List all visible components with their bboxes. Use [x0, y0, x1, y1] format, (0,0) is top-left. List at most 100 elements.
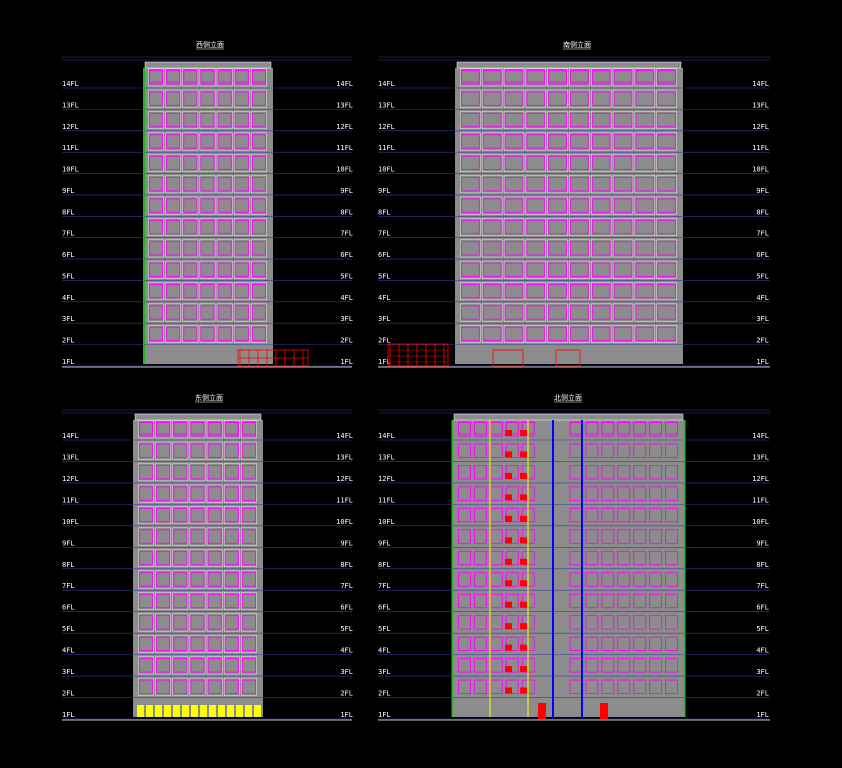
- window-frame: [547, 89, 568, 108]
- window: [635, 177, 655, 192]
- window: [461, 134, 480, 149]
- window: [635, 134, 655, 149]
- window-frame: [569, 89, 590, 108]
- window: [526, 241, 546, 256]
- window: [601, 421, 615, 435]
- window: [585, 421, 599, 435]
- floor-label-right: 10FL: [752, 166, 769, 174]
- ground-shopfront: [200, 705, 207, 717]
- window: [224, 443, 239, 458]
- window-frame: [206, 420, 223, 439]
- window: [613, 91, 633, 106]
- window: [601, 507, 615, 523]
- window-frame: [165, 175, 181, 194]
- window-frame: [251, 68, 267, 87]
- window-frame: [241, 613, 257, 632]
- window: [200, 326, 215, 342]
- window: [207, 550, 222, 566]
- window-frame: [525, 175, 546, 194]
- window: [251, 198, 266, 213]
- window-frame: [199, 260, 216, 279]
- window: [251, 284, 266, 299]
- window: [665, 572, 678, 587]
- red-marker: [520, 644, 527, 651]
- window: [461, 326, 480, 342]
- window: [657, 198, 676, 213]
- floor-label-left: 6FL: [62, 251, 75, 259]
- window-frame: [216, 89, 233, 108]
- floor-label-left: 12FL: [378, 475, 395, 483]
- window: [461, 284, 480, 299]
- window-frame: [525, 218, 546, 236]
- window-frame: [656, 111, 677, 129]
- window-frame: [241, 441, 257, 460]
- window-frame: [460, 89, 481, 108]
- window: [251, 112, 266, 128]
- floor-label-left: 12FL: [62, 475, 79, 483]
- window: [149, 284, 164, 299]
- window: [601, 529, 615, 544]
- ground-shopfront: [173, 705, 180, 717]
- window: [548, 198, 567, 213]
- window: [585, 679, 599, 694]
- floor-label-left: 1FL: [62, 711, 75, 719]
- window: [635, 262, 655, 277]
- window-frame: [612, 303, 634, 322]
- window-frame: [503, 282, 525, 301]
- window-frame: [569, 303, 590, 322]
- window-frame: [138, 656, 154, 675]
- window: [526, 134, 546, 149]
- window: [200, 134, 215, 149]
- window: [190, 658, 205, 673]
- window: [657, 69, 676, 83]
- floor-label-left: 6FL: [378, 604, 391, 612]
- floor-label-right: 7FL: [756, 582, 769, 590]
- window: [458, 421, 471, 435]
- window: [461, 305, 480, 320]
- window: [526, 198, 546, 213]
- window-frame: [251, 196, 267, 215]
- floor-label-right: 12FL: [336, 475, 353, 483]
- window-frame: [155, 570, 171, 589]
- ground-shopfront: [227, 705, 234, 717]
- window: [156, 486, 171, 501]
- window: [166, 284, 181, 299]
- window-frame: [148, 89, 164, 108]
- window: [504, 198, 524, 213]
- floor-label-left: 4FL: [378, 647, 391, 655]
- window-frame: [148, 132, 164, 151]
- red-marker: [520, 494, 527, 501]
- window-frame: [165, 218, 181, 236]
- window-frame: [224, 420, 240, 439]
- floor-label-left: 3FL: [378, 315, 391, 323]
- window-frame: [612, 218, 634, 236]
- window: [617, 658, 631, 673]
- east-elevation-title: 东侧立面: [195, 393, 223, 402]
- window-frame: [503, 175, 525, 194]
- window: [504, 91, 524, 106]
- window-frame: [224, 441, 240, 460]
- window: [156, 636, 171, 652]
- window: [149, 91, 164, 106]
- window-frame: [460, 111, 481, 129]
- window-frame: [216, 282, 233, 301]
- window: [473, 529, 487, 544]
- window-frame: [155, 484, 171, 503]
- window: [482, 241, 502, 256]
- window: [635, 241, 655, 256]
- window: [251, 134, 266, 149]
- window: [617, 593, 631, 609]
- window-frame: [182, 260, 199, 279]
- window: [504, 134, 524, 149]
- window-frame: [656, 153, 677, 172]
- window: [200, 177, 215, 192]
- floor-label-left: 3FL: [62, 668, 75, 676]
- window: [635, 198, 655, 213]
- window: [149, 134, 164, 149]
- window-frame: [241, 463, 257, 482]
- window: [458, 507, 471, 523]
- window-frame: [216, 111, 233, 129]
- window: [473, 465, 487, 480]
- window: [526, 262, 546, 277]
- window: [613, 198, 633, 213]
